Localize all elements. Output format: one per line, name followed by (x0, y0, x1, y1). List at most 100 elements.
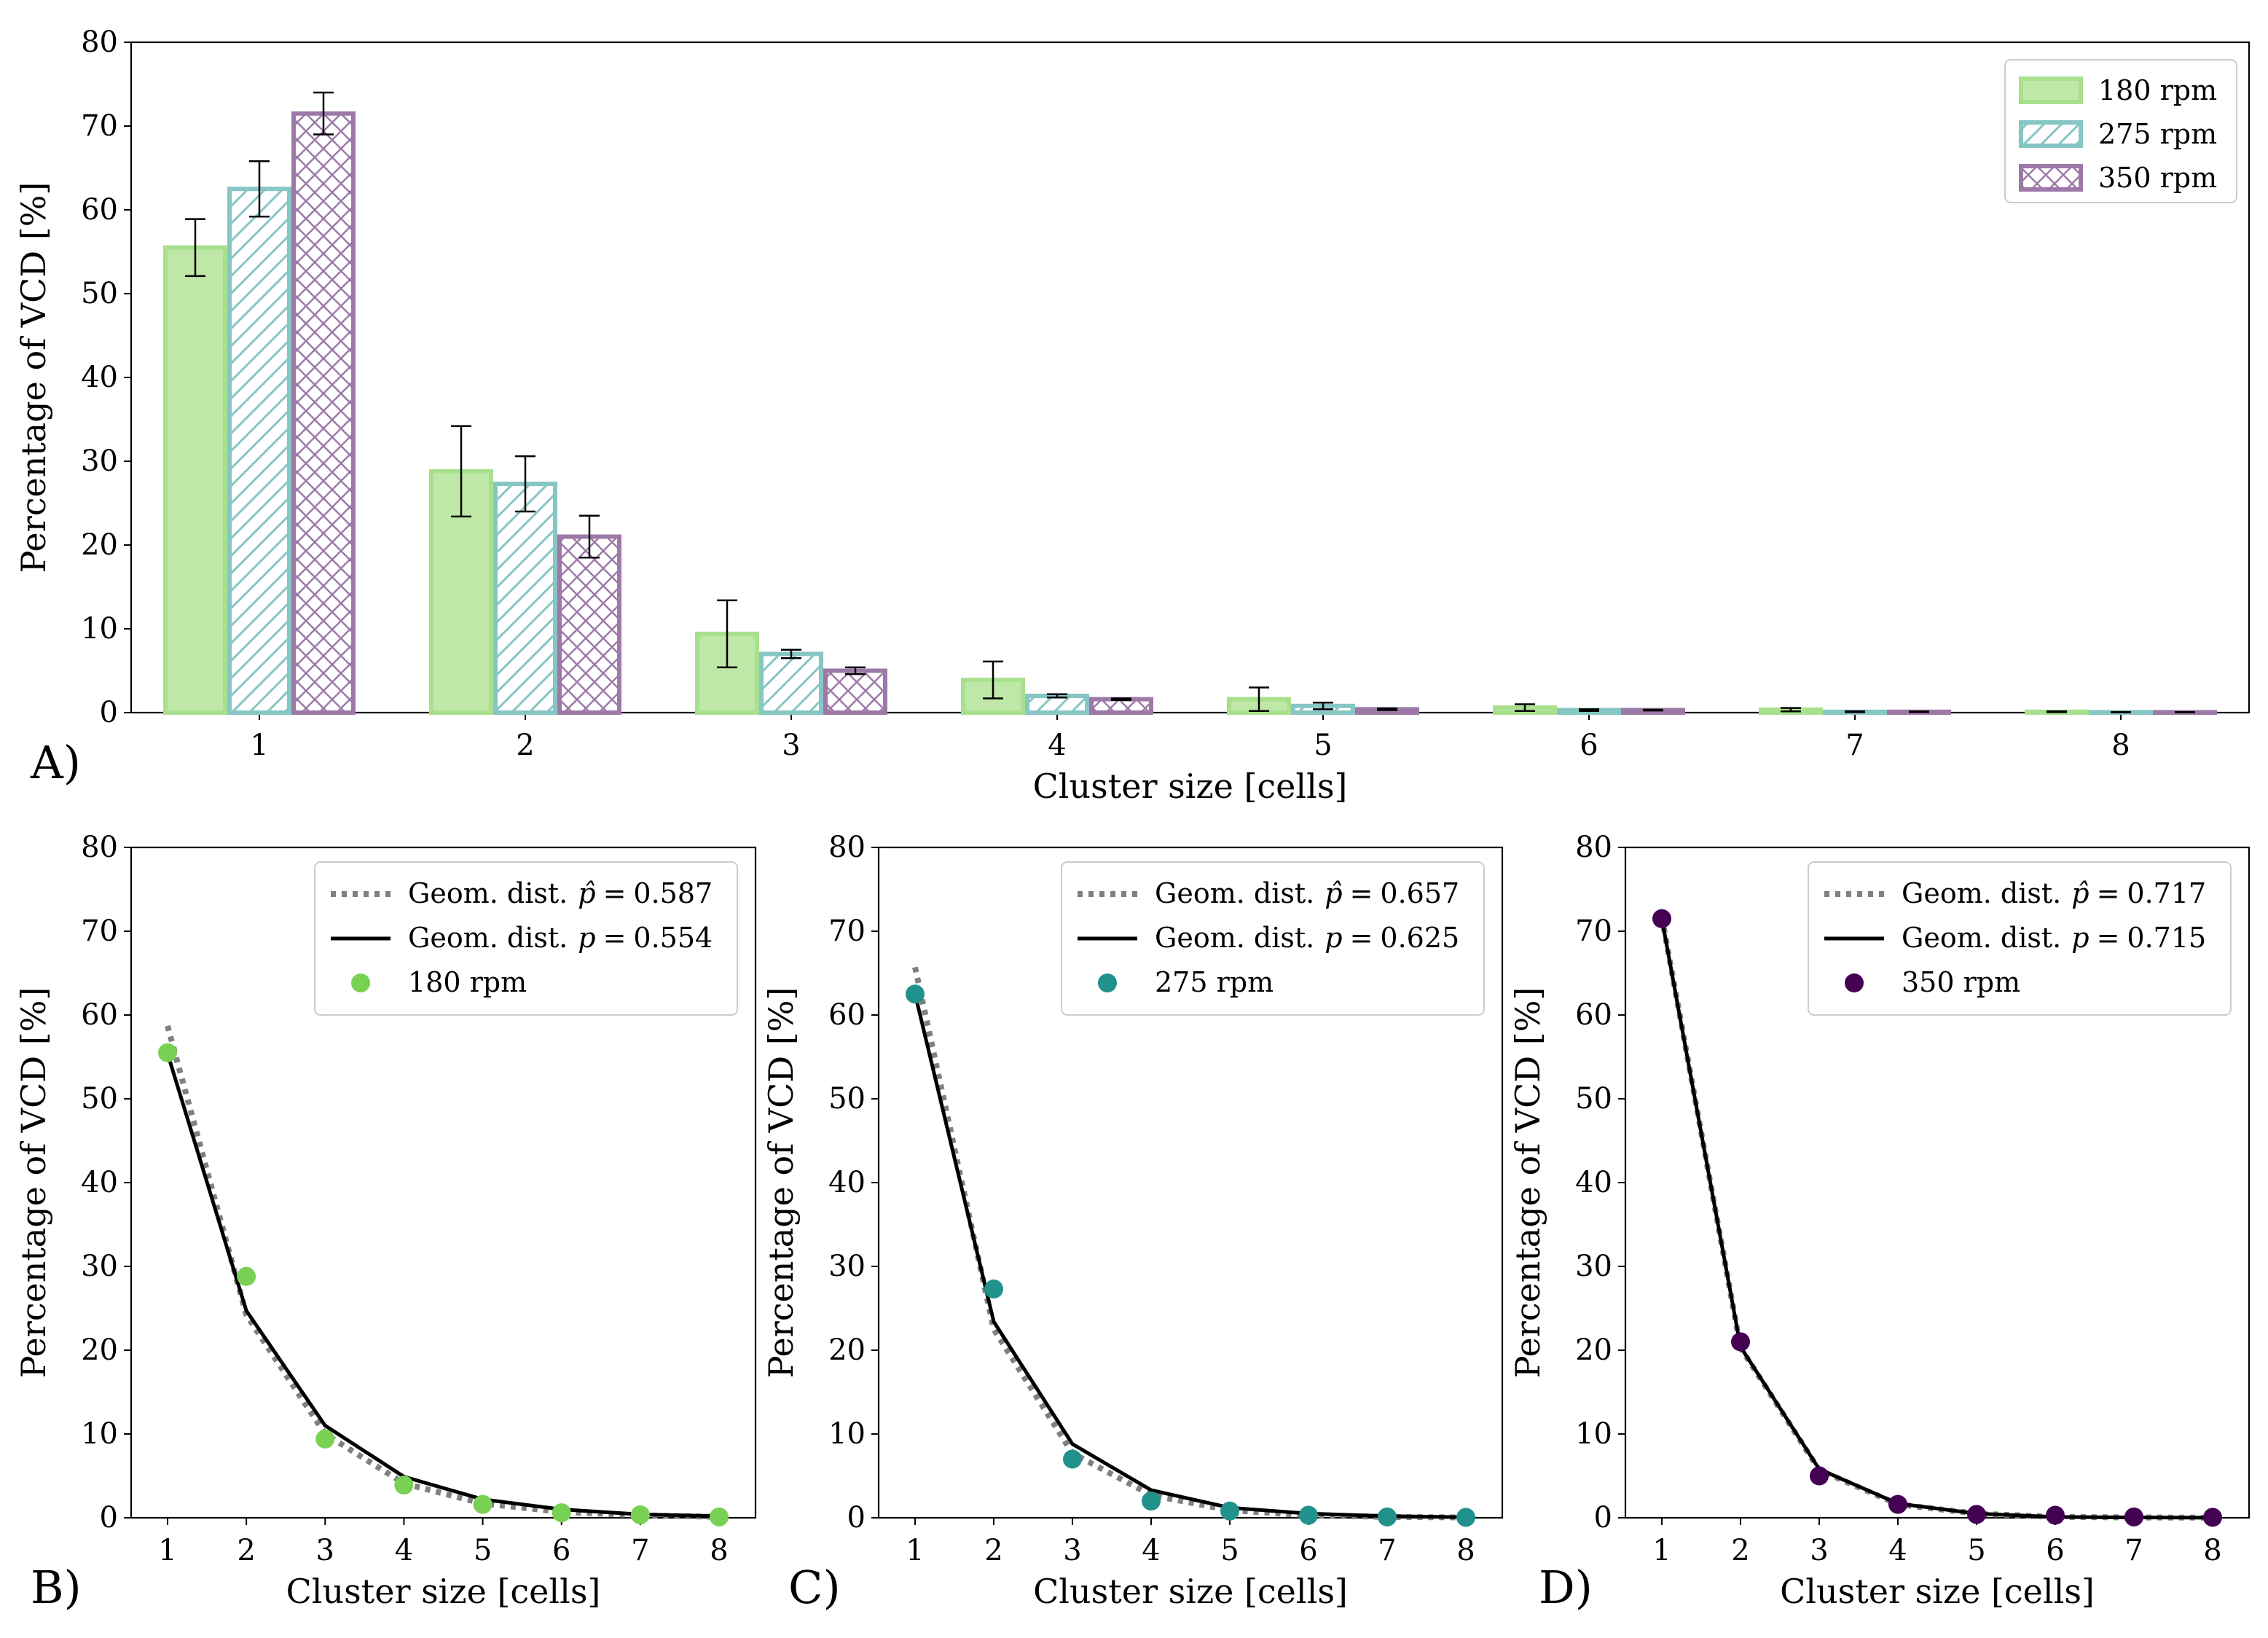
data-point (315, 1429, 335, 1449)
x-tick-label: 2 (984, 1534, 1002, 1567)
x-tick-label: 5 (474, 1534, 492, 1567)
y-tick-label: 50 (81, 1082, 118, 1116)
bar-350-rpm (823, 668, 887, 715)
y-tick-label: 80 (81, 26, 118, 59)
legend-param-value: 0.717 (2127, 877, 2206, 909)
legend-equals: = (1350, 922, 1373, 954)
legend-label: 180 rpm (2098, 74, 2217, 106)
panel-label: D) (1539, 1561, 1593, 1614)
x-tick-label: 6 (1299, 1534, 1317, 1567)
y-axis-label: Percentage of VCD [%] (14, 182, 53, 573)
y-tick-label: 30 (81, 1250, 118, 1283)
legend-label: Geom. dist. p = 0.625 (1155, 922, 1459, 954)
legend-param-symbol: p (1325, 922, 1342, 954)
panel-label: B) (31, 1561, 82, 1614)
panel-label: C) (788, 1561, 841, 1614)
legend-param-symbol: p̂ (2071, 877, 2089, 909)
x-tick-label: 8 (2203, 1534, 2221, 1567)
data-point (2124, 1507, 2143, 1527)
data-point (158, 1043, 177, 1062)
x-tick-label: 4 (1048, 729, 1066, 762)
legend-label: 350 rpm (2098, 162, 2217, 194)
data-point (1652, 909, 1671, 928)
x-tick-label: 3 (782, 729, 800, 762)
x-tick-label: 3 (1063, 1534, 1081, 1567)
y-tick-label: 80 (828, 831, 866, 864)
x-tick-label: 2 (1731, 1534, 1749, 1567)
y-tick-label: 50 (828, 1082, 866, 1116)
data-point (1299, 1505, 1318, 1525)
data-point (473, 1494, 493, 1514)
data-point (710, 1507, 729, 1527)
legend-equals: = (603, 877, 627, 909)
x-tick-label: 3 (1810, 1534, 1828, 1567)
x-tick-label: 7 (631, 1534, 649, 1567)
bar-275-rpm (759, 651, 823, 715)
y-tick-label: 70 (81, 109, 118, 143)
data-point (984, 1280, 1003, 1299)
y-tick-label: 60 (828, 998, 866, 1032)
x-tick-label: 8 (2111, 729, 2130, 762)
data-point (2046, 1505, 2065, 1525)
y-tick-label: 0 (100, 1501, 118, 1535)
legend-swatch (2019, 120, 2083, 148)
y-tick-label: 10 (1575, 1417, 1612, 1451)
legend-label: Geom. dist. p = 0.715 (1902, 922, 2206, 954)
legend-param-value: 0.625 (1380, 922, 1459, 954)
x-tick-label: 5 (1314, 729, 1332, 762)
legend-label-prefix: Geom. dist. (1902, 922, 2061, 954)
legend-param-symbol: p̂ (1325, 877, 1342, 909)
legend-label: Geom. dist. p̂ = 0.717 (1902, 877, 2206, 909)
data-point (552, 1503, 571, 1523)
y-tick-label: 80 (1575, 831, 1612, 864)
x-tick-label: 7 (1845, 729, 1864, 762)
geom-fit-line (165, 1053, 720, 1519)
legend-label: Geom. dist. p̂ = 0.587 (408, 877, 713, 909)
legend-label: Geom. dist. p̂ = 0.657 (1155, 877, 1459, 909)
data-point (1731, 1332, 1750, 1352)
x-tick-label: 7 (1378, 1534, 1396, 1567)
y-tick-label: 20 (1575, 1333, 1612, 1367)
legend-param-symbol: p (578, 922, 595, 954)
x-tick-label: 2 (237, 1534, 255, 1567)
x-tick-label: 8 (1456, 1534, 1475, 1567)
legend-param-symbol: p̂ (578, 877, 595, 909)
legend-label-prefix: Geom. dist. (408, 922, 568, 954)
bar-350-rpm (557, 534, 621, 715)
y-axis-label: Percentage of VCD [%] (761, 987, 801, 1379)
x-tick-label: 4 (1888, 1534, 1907, 1567)
x-tick-label: 1 (250, 729, 268, 762)
panel-c-fit-chart: 0 10 20 30 40 50 60 70 80 Cluster size [cells] Per… (761, 831, 1504, 1614)
y-tick-label: 60 (81, 193, 118, 227)
x-tick-label: 4 (1142, 1534, 1160, 1567)
y-tick-label: 0 (1594, 1501, 1612, 1535)
y-tick-label: 60 (81, 998, 118, 1032)
x-tick-label: 1 (158, 1534, 176, 1567)
legend-label-prefix: Geom. dist. (1155, 877, 1314, 909)
legend-equals: = (2097, 922, 2120, 954)
data-point (1378, 1507, 1397, 1527)
panel-label: A) (30, 736, 81, 789)
data-point (2203, 1508, 2222, 1527)
y-tick-label: 40 (81, 361, 118, 394)
legend-param-value: 0.587 (633, 877, 713, 909)
legend-label-prefix: Geom. dist. (408, 877, 568, 909)
legend-param-value: 0.715 (2127, 922, 2206, 954)
x-tick-label: 1 (1652, 1534, 1671, 1567)
legend-box (1061, 861, 1485, 1016)
data-point (906, 984, 925, 1004)
bar-275-rpm (227, 187, 291, 715)
legend-swatch-point (1845, 973, 1864, 992)
data-point (1456, 1508, 1475, 1527)
legend-swatch (2019, 77, 2083, 104)
legend-equals: = (1350, 877, 1373, 909)
panel-d-fit-chart: 0 10 20 30 40 50 60 70 80 Cluster size [cells] Per… (1508, 831, 2251, 1614)
y-tick-label: 10 (81, 612, 118, 646)
legend-label: Geom. dist. p = 0.554 (408, 922, 713, 954)
bar-180-rpm (163, 245, 227, 715)
legend-swatch (2019, 164, 2083, 192)
y-tick-label: 50 (1575, 1082, 1612, 1116)
data-point (394, 1476, 414, 1495)
x-axis-label: Cluster size [cells] (1780, 1572, 2095, 1611)
panel-b-fit-chart: 0 10 20 30 40 50 60 70 80 Cluster size [cells] Per… (14, 831, 757, 1614)
